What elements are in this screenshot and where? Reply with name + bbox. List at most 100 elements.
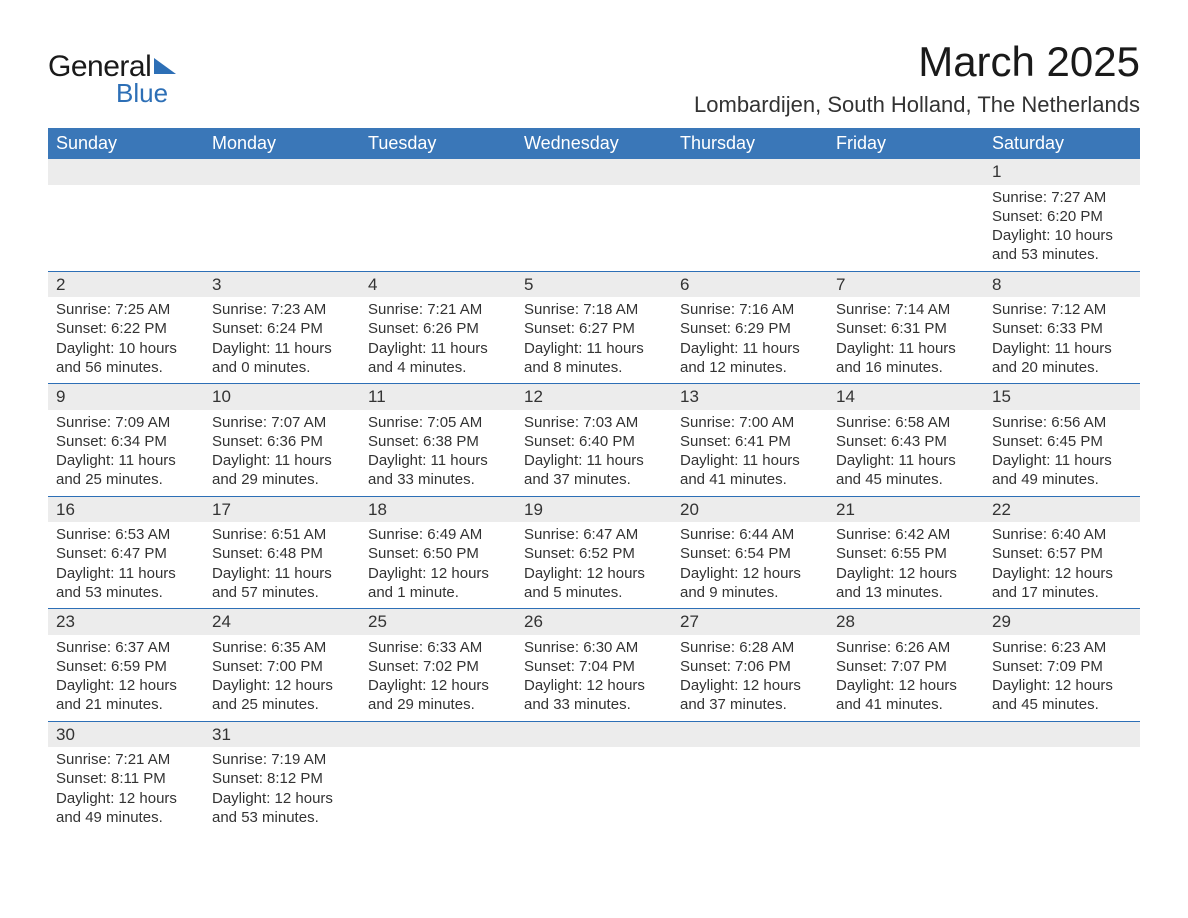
day-content-cell [984,747,1140,833]
day-content-cell: Sunrise: 6:51 AMSunset: 6:48 PMDaylight:… [204,522,360,608]
sunset-text: Sunset: 6:33 PM [992,319,1132,338]
sunrise-text: Sunrise: 7:14 AM [836,300,976,319]
day-number-cell: 8 [984,271,1140,297]
sunrise-text: Sunrise: 6:28 AM [680,638,820,657]
day-number-cell [204,159,360,185]
day-number-cell [516,721,672,747]
day-content-cell: Sunrise: 7:21 AMSunset: 6:26 PMDaylight:… [360,297,516,383]
content-row: Sunrise: 7:09 AMSunset: 6:34 PMDaylight:… [48,410,1140,496]
daylight-text: Daylight: 12 hours and 29 minutes. [368,676,508,714]
day-number-cell [516,159,672,185]
sunrise-text: Sunrise: 7:21 AM [368,300,508,319]
page-header: General Blue March 2025 Lombardijen, Sou… [48,38,1140,118]
sunset-text: Sunset: 6:27 PM [524,319,664,338]
sunrise-text: Sunrise: 6:56 AM [992,413,1132,432]
day-header: Sunday [48,128,204,159]
sunrise-text: Sunrise: 7:03 AM [524,413,664,432]
day-number-cell: 2 [48,271,204,297]
day-number-cell: 19 [516,496,672,522]
day-number-cell [48,159,204,185]
daylight-text: Daylight: 11 hours and 45 minutes. [836,451,976,489]
sunset-text: Sunset: 6:45 PM [992,432,1132,451]
day-number-cell [828,159,984,185]
calendar-body: 1 Sunrise: 7:27 AMSunset: 6:20 PMDayligh… [48,159,1140,833]
daylight-text: Daylight: 12 hours and 1 minute. [368,564,508,602]
day-number-cell [672,159,828,185]
day-content-cell: Sunrise: 7:18 AMSunset: 6:27 PMDaylight:… [516,297,672,383]
sunset-text: Sunset: 6:26 PM [368,319,508,338]
sunset-text: Sunset: 6:55 PM [836,544,976,563]
daylight-text: Daylight: 12 hours and 37 minutes. [680,676,820,714]
day-content-cell: Sunrise: 7:05 AMSunset: 6:38 PMDaylight:… [360,410,516,496]
sunrise-text: Sunrise: 7:05 AM [368,413,508,432]
day-content-cell [204,185,360,271]
day-number-cell [672,721,828,747]
sunrise-text: Sunrise: 6:23 AM [992,638,1132,657]
daylight-text: Daylight: 12 hours and 25 minutes. [212,676,352,714]
daynum-row: 3031 [48,721,1140,747]
sunset-text: Sunset: 8:11 PM [56,769,196,788]
logo-text-blue: Blue [116,78,176,109]
daylight-text: Daylight: 12 hours and 45 minutes. [992,676,1132,714]
sunrise-text: Sunrise: 6:33 AM [368,638,508,657]
day-content-cell: Sunrise: 7:09 AMSunset: 6:34 PMDaylight:… [48,410,204,496]
sunrise-text: Sunrise: 6:47 AM [524,525,664,544]
sunset-text: Sunset: 6:47 PM [56,544,196,563]
day-number-cell: 22 [984,496,1140,522]
daylight-text: Daylight: 11 hours and 0 minutes. [212,339,352,377]
daylight-text: Daylight: 12 hours and 33 minutes. [524,676,664,714]
daylight-text: Daylight: 12 hours and 5 minutes. [524,564,664,602]
day-content-cell: Sunrise: 6:42 AMSunset: 6:55 PMDaylight:… [828,522,984,608]
logo: General Blue [48,50,176,109]
day-content-cell: Sunrise: 6:40 AMSunset: 6:57 PMDaylight:… [984,522,1140,608]
day-content-cell: Sunrise: 6:56 AMSunset: 6:45 PMDaylight:… [984,410,1140,496]
sunset-text: Sunset: 7:06 PM [680,657,820,676]
day-number-cell: 10 [204,384,360,410]
day-content-cell: Sunrise: 7:25 AMSunset: 6:22 PMDaylight:… [48,297,204,383]
sunset-text: Sunset: 6:48 PM [212,544,352,563]
day-number-cell [360,159,516,185]
day-content-cell: Sunrise: 7:12 AMSunset: 6:33 PMDaylight:… [984,297,1140,383]
day-number-cell: 1 [984,159,1140,185]
daylight-text: Daylight: 10 hours and 56 minutes. [56,339,196,377]
sunrise-text: Sunrise: 7:00 AM [680,413,820,432]
day-content-cell [516,747,672,833]
day-content-cell: Sunrise: 6:28 AMSunset: 7:06 PMDaylight:… [672,635,828,721]
sunset-text: Sunset: 6:36 PM [212,432,352,451]
day-content-cell: Sunrise: 7:23 AMSunset: 6:24 PMDaylight:… [204,297,360,383]
day-content-cell [48,185,204,271]
daylight-text: Daylight: 12 hours and 13 minutes. [836,564,976,602]
daylight-text: Daylight: 11 hours and 53 minutes. [56,564,196,602]
day-content-cell: Sunrise: 6:58 AMSunset: 6:43 PMDaylight:… [828,410,984,496]
sunrise-text: Sunrise: 7:19 AM [212,750,352,769]
day-number-cell: 25 [360,609,516,635]
day-number-cell: 14 [828,384,984,410]
day-content-cell: Sunrise: 6:53 AMSunset: 6:47 PMDaylight:… [48,522,204,608]
daylight-text: Daylight: 12 hours and 49 minutes. [56,789,196,827]
sunset-text: Sunset: 6:20 PM [992,207,1132,226]
sunrise-text: Sunrise: 6:53 AM [56,525,196,544]
sunset-text: Sunset: 6:41 PM [680,432,820,451]
month-title: March 2025 [694,38,1140,86]
daylight-text: Daylight: 11 hours and 57 minutes. [212,564,352,602]
sunset-text: Sunset: 6:54 PM [680,544,820,563]
day-number-cell: 5 [516,271,672,297]
sunset-text: Sunset: 6:38 PM [368,432,508,451]
daylight-text: Daylight: 11 hours and 33 minutes. [368,451,508,489]
daylight-text: Daylight: 12 hours and 9 minutes. [680,564,820,602]
day-content-cell [516,185,672,271]
calendar-header-row: Sunday Monday Tuesday Wednesday Thursday… [48,128,1140,159]
day-number-cell: 6 [672,271,828,297]
calendar-table: Sunday Monday Tuesday Wednesday Thursday… [48,128,1140,833]
day-number-cell [360,721,516,747]
sunrise-text: Sunrise: 7:16 AM [680,300,820,319]
sunset-text: Sunset: 6:50 PM [368,544,508,563]
day-number-cell: 29 [984,609,1140,635]
day-number-cell: 24 [204,609,360,635]
sunrise-text: Sunrise: 6:42 AM [836,525,976,544]
day-content-cell: Sunrise: 7:03 AMSunset: 6:40 PMDaylight:… [516,410,672,496]
day-number-cell: 11 [360,384,516,410]
day-number-cell: 30 [48,721,204,747]
sunrise-text: Sunrise: 7:09 AM [56,413,196,432]
sunrise-text: Sunrise: 6:58 AM [836,413,976,432]
